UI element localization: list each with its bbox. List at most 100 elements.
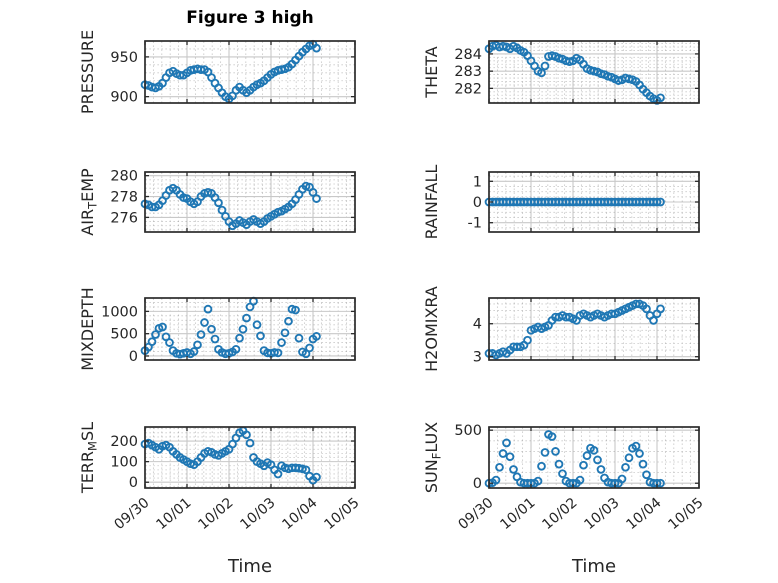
tick-marks: [144, 172, 356, 232]
marker: [642, 470, 651, 480]
marker: [193, 340, 202, 350]
data-points-air-temp: [140, 181, 321, 231]
marker: [203, 304, 213, 314]
y-tick-label: 0: [129, 475, 138, 491]
marker: [308, 188, 318, 197]
marker: [642, 304, 651, 314]
marker: [305, 343, 314, 353]
x-tick-labels-terr-msl: 09/30 10/01 10/02 10/03 10/04 10/05: [111, 495, 362, 533]
y-axis-label-air-temp: AIRTEMP: [78, 168, 100, 236]
marker: [301, 465, 311, 475]
x-tick-label: 10/04: [279, 495, 320, 533]
marker: [593, 455, 602, 465]
minor-grid: [489, 172, 699, 232]
major-grid: [489, 41, 699, 103]
x-axis-label-right: Time: [571, 556, 617, 577]
y-tick-label: 1000: [101, 304, 138, 320]
marker: [498, 449, 508, 458]
y-tick-labels-terr-msl: 0 100 200: [110, 434, 138, 491]
marker: [165, 338, 174, 347]
marker: [242, 313, 251, 323]
tick-marks: [488, 41, 700, 103]
marker: [210, 334, 220, 344]
major-grid: [489, 298, 699, 360]
subplot-terr-msl: 0 100 200 TERRMSL 09/30 10/01 10/02 10/03 10/04 1…: [78, 422, 363, 533]
tick-marks: [144, 427, 356, 488]
y-tick-labels-rainfall: -1 0 1: [468, 174, 482, 231]
major-grid: [145, 41, 355, 103]
data-points-mixdepth: [140, 296, 321, 359]
marker: [242, 430, 251, 440]
x-tick-label: 10/05: [321, 495, 362, 533]
marker: [635, 449, 644, 458]
axes-frame: [144, 426, 356, 489]
x-tick-label: 09/30: [455, 495, 496, 533]
y-axis-label-pressure: PRESSURE: [78, 30, 97, 114]
x-axis-label-left: Time: [227, 556, 273, 577]
y-tick-label: 900: [110, 90, 138, 106]
y-tick-labels-sun-flux: 0 500: [454, 423, 482, 492]
marker: [491, 475, 501, 485]
y-tick-label: 100: [110, 455, 138, 471]
y-tick-label: 284: [454, 47, 482, 63]
tick-marks: [488, 298, 700, 360]
marker: [158, 322, 167, 332]
marker: [509, 465, 518, 474]
marker: [228, 439, 237, 449]
marker: [631, 441, 641, 451]
x-tick-label: 10/01: [153, 495, 194, 533]
marker: [312, 332, 321, 341]
subplot-sun-flux: 0 500 SUNFLUX 09/30 10/01 10/02 10/03 10/04 10/0…: [422, 422, 707, 533]
y-axis-label-terr-msl: TERRMSL: [78, 422, 100, 494]
axes-frame: [488, 40, 700, 104]
x-tick-label: 09/30: [111, 495, 152, 533]
marker: [312, 43, 321, 53]
marker: [294, 333, 304, 343]
y-tick-label: 283: [454, 64, 482, 80]
marker: [554, 459, 564, 469]
marker: [196, 330, 206, 339]
axes-frame: [144, 171, 356, 233]
marker: [238, 324, 248, 334]
marker: [547, 432, 557, 441]
y-tick-labels-mixdepth: 0 500 1000: [101, 304, 138, 365]
marker: [502, 438, 511, 448]
marker: [624, 453, 634, 463]
y-tick-label: 950: [110, 50, 138, 66]
x-tick-label: 10/05: [665, 495, 706, 533]
marker: [273, 348, 283, 358]
y-axis-label-rainfall: RAINFALL: [422, 165, 441, 240]
marker: [656, 304, 665, 314]
y-tick-label: 500: [454, 423, 482, 439]
marker: [558, 469, 567, 479]
marker: [280, 328, 290, 338]
marker: [656, 197, 665, 207]
minor-grid: [145, 172, 355, 232]
marker: [551, 447, 560, 456]
x-tick-label: 10/03: [237, 495, 278, 533]
y-tick-label: 0: [473, 476, 482, 492]
data-points-rainfall: [484, 197, 665, 207]
y-tick-label: 200: [110, 434, 138, 450]
marker: [277, 338, 286, 347]
marker: [537, 461, 546, 471]
x-tick-label: 10/01: [497, 495, 538, 533]
y-tick-label: 4: [473, 317, 482, 333]
subplot-rainfall: -1 0 1 RAINFALL: [422, 165, 700, 240]
marker: [540, 61, 550, 71]
marker: [652, 197, 662, 207]
marker: [540, 448, 550, 457]
marker: [617, 474, 627, 484]
y-tick-label: 280: [110, 169, 138, 185]
y-axis-label-theta: THETA: [422, 46, 441, 98]
marker: [207, 324, 216, 334]
marker: [189, 347, 199, 356]
y-tick-label: 282: [454, 81, 482, 97]
y-axis-label-sun-flux: SUNFLUX: [422, 422, 444, 493]
axes-frame: [488, 297, 700, 361]
y-tick-label: 3: [473, 350, 482, 366]
